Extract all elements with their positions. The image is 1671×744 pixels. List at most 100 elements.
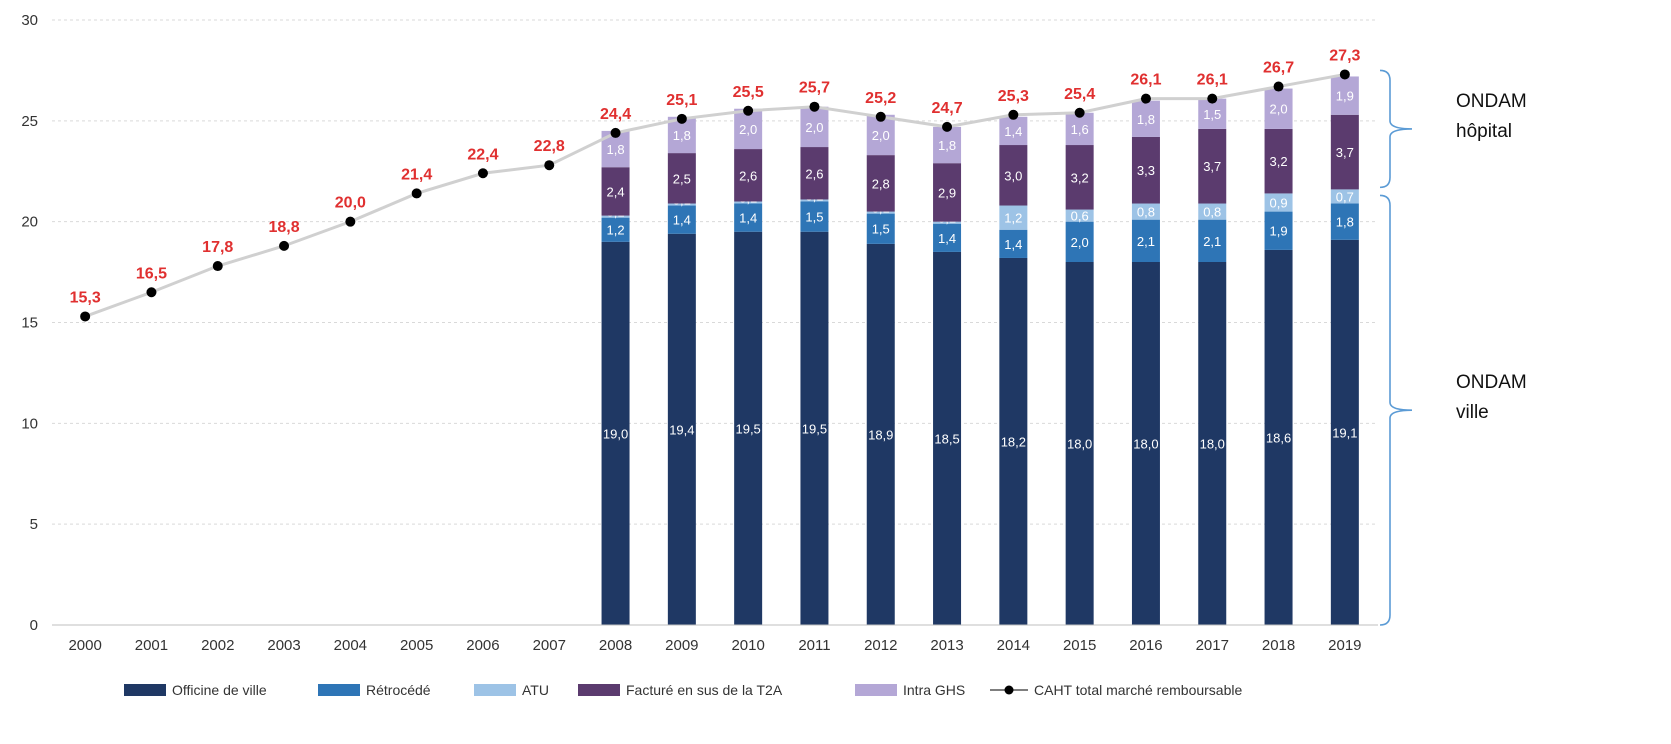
bar-segment xyxy=(667,205,696,234)
total-marker xyxy=(809,101,820,112)
bar-value-label: 2,1 xyxy=(1137,234,1155,249)
bar-value-label: 3,3 xyxy=(1137,163,1155,178)
bar-value-label: 3,7 xyxy=(1203,159,1221,174)
total-marker xyxy=(1008,109,1019,120)
legend-item: Facturé en sus de la T2A xyxy=(578,682,783,698)
bar-value-label: 2,6 xyxy=(805,166,823,181)
bar-segment xyxy=(667,203,696,206)
legend-label: Facturé en sus de la T2A xyxy=(626,682,783,698)
bar-segment xyxy=(1131,262,1160,625)
total-marker xyxy=(1273,81,1284,92)
bar-segment xyxy=(1065,221,1094,262)
legend-label: CAHT total marché remboursable xyxy=(1034,682,1242,698)
total-value-label: 20,0 xyxy=(335,195,366,212)
bar-value-label: 1,5 xyxy=(872,222,890,237)
bar-segment xyxy=(1264,128,1293,194)
total-marker xyxy=(544,160,555,171)
bar-segment xyxy=(999,205,1028,230)
y-tick-label: 25 xyxy=(21,113,38,130)
legend-swatch xyxy=(124,684,166,696)
bar-segment xyxy=(1264,211,1293,250)
x-tick-label: 2017 xyxy=(1196,637,1229,654)
bar-value-label: 1,2 xyxy=(607,223,625,238)
total-value-label: 15,3 xyxy=(70,289,101,306)
x-tick-label: 2014 xyxy=(997,637,1030,654)
bar-value-label: 2,9 xyxy=(938,185,956,200)
bar-segment xyxy=(1264,193,1293,212)
bar-value-label: 1,9 xyxy=(1336,89,1354,104)
bar-value-label: 1,4 xyxy=(1004,237,1022,252)
bar-segment xyxy=(1131,203,1160,220)
total-value-label: 16,5 xyxy=(136,265,167,282)
bar-value-label: 18,2 xyxy=(1001,434,1026,449)
total-value-label: 24,4 xyxy=(600,106,631,123)
y-tick-label: 10 xyxy=(21,415,38,432)
bar-value-label: 2,0 xyxy=(739,122,757,137)
total-marker xyxy=(942,121,953,132)
bar-segment xyxy=(800,201,829,232)
total-value-label: 26,1 xyxy=(1197,72,1228,89)
bar-value-label: 3,0 xyxy=(1004,168,1022,183)
bar-value-label: 18,0 xyxy=(1067,437,1092,452)
total-line: 15,3 16,5 17,8 18,8 20,0 21,4 22,4 22,8 24,4 25,1… xyxy=(70,47,1361,322)
y-tick-label: 20 xyxy=(21,214,38,231)
bar-value-label: 0,7 xyxy=(1336,189,1354,204)
brace-label: ONDAM xyxy=(1456,372,1527,393)
bar-segment xyxy=(933,251,962,625)
total-marker xyxy=(743,105,754,116)
bar-value-label: 3,2 xyxy=(1071,170,1089,185)
bar-value-label: 1,6 xyxy=(1071,122,1089,137)
x-tick-label: 2002 xyxy=(201,637,234,654)
legend-swatch xyxy=(855,684,897,696)
bar-value-label: 1,5 xyxy=(1203,107,1221,122)
bar-segment xyxy=(1065,112,1094,146)
total-marker xyxy=(80,311,91,322)
x-tick-label: 2001 xyxy=(135,637,168,654)
bar-segment xyxy=(800,106,829,148)
bar-segment xyxy=(734,149,763,202)
bar-segment xyxy=(1330,239,1359,626)
bar-value-label: 2,4 xyxy=(607,184,625,199)
total-marker xyxy=(676,113,687,124)
bar-segment xyxy=(800,231,829,625)
total-value-label: 25,2 xyxy=(865,90,896,107)
bar-value-label: 18,0 xyxy=(1133,437,1158,452)
bar-value-label: 2,8 xyxy=(872,176,890,191)
bar-value-label: 1,4 xyxy=(938,231,956,246)
bar-value-label: 0,9 xyxy=(1270,196,1288,211)
bar-value-label: 19,5 xyxy=(735,421,760,436)
total-value-label: 24,7 xyxy=(931,100,962,117)
x-tick-label: 2007 xyxy=(533,637,566,654)
bar-segment xyxy=(1131,219,1160,262)
gridlines xyxy=(52,19,1378,525)
legend-swatch xyxy=(578,684,620,696)
total-value-label: 22,4 xyxy=(467,146,498,163)
bar-segment xyxy=(601,167,630,216)
bar-value-label: 1,9 xyxy=(1270,224,1288,239)
bar-segment xyxy=(601,217,630,242)
bar-segment xyxy=(1330,189,1359,204)
x-tick-label: 2016 xyxy=(1129,637,1162,654)
axes: 0 5 10 15 20 25 30 2000 2001 2002 2003 2004 2005 2006… xyxy=(21,12,1378,654)
brace xyxy=(1379,194,1413,626)
bar-segment xyxy=(800,147,829,200)
bar-value-label: 0,8 xyxy=(1137,205,1155,220)
bar-segment xyxy=(866,211,895,214)
y-tick-label: 0 xyxy=(30,617,38,634)
bar-segment xyxy=(866,243,895,625)
bar-segment xyxy=(1264,249,1293,625)
bar-segment xyxy=(866,213,895,244)
bar-segment xyxy=(1131,136,1160,204)
bar-value-label: 3,7 xyxy=(1336,145,1354,160)
total-value-label: 25,7 xyxy=(799,80,830,97)
bar-segment xyxy=(999,116,1028,146)
total-marker xyxy=(146,287,157,298)
bar-value-label: 3,2 xyxy=(1270,154,1288,169)
bar-segment xyxy=(734,231,763,625)
bar-segment xyxy=(933,126,962,164)
x-tick-label: 2011 xyxy=(798,637,830,654)
x-tick-label: 2006 xyxy=(466,637,499,654)
x-tick-label: 2010 xyxy=(731,637,764,654)
bar-value-label: 2,6 xyxy=(739,168,757,183)
